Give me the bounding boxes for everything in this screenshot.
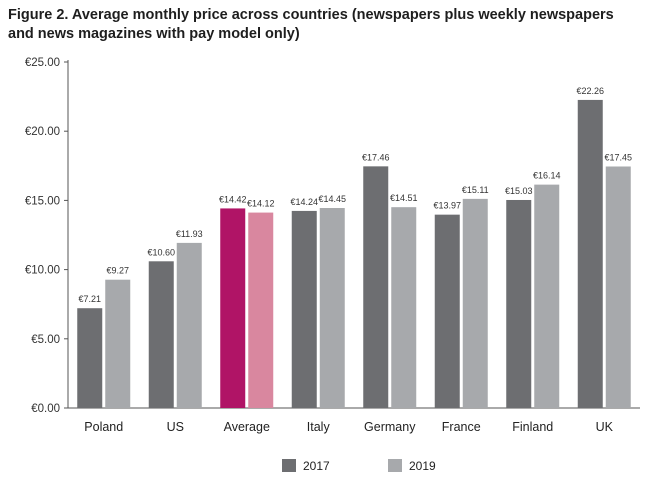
data-labels-group: €7.21 €9.27 €10.60€11.93 €14.42 €14.12 €14.24… — [78, 86, 632, 304]
bar-poland-2019 — [105, 279, 131, 408]
bar-germany-2019 — [391, 207, 417, 408]
data-label-germany-2017: €17.46 — [362, 152, 390, 162]
bar-italy-2019 — [319, 208, 345, 408]
x-tick-label-uk: UK — [596, 420, 614, 434]
data-label-germany-2019: €14.51 — [390, 193, 418, 203]
y-tick-label: €25.00 — [25, 57, 60, 69]
x-tick-label-france: France — [442, 420, 481, 434]
x-tick-label-average: Average — [224, 420, 270, 434]
bar-average-2017 — [220, 208, 246, 408]
data-label-us-2019: €11.93 — [176, 229, 203, 239]
data-label-finland-2019: €16.14 — [533, 171, 561, 181]
data-label-average-2017: €14.42 — [219, 194, 247, 204]
data-label-us-2017: €10.60 — [147, 247, 175, 257]
x-tick-label-italy: Italy — [307, 420, 331, 434]
data-label-uk-2017: €22.26 — [576, 86, 604, 96]
bars-group — [77, 99, 631, 408]
bar-finland-2019 — [534, 184, 560, 408]
bar-germany-2017 — [363, 166, 389, 408]
x-tick-label-germany: Germany — [364, 420, 416, 434]
x-tick-label-poland: Poland — [84, 420, 123, 434]
bar-poland-2017 — [77, 308, 103, 408]
x-axis-labels: Poland US Average Italy Germany France Finland… — [84, 420, 613, 434]
bar-uk-2017 — [577, 99, 603, 408]
x-tick-label-finland: Finland — [512, 420, 553, 434]
data-label-finland-2017: €15.03 — [505, 186, 533, 196]
legend-swatch-2019 — [388, 459, 402, 472]
bar-finland-2017 — [506, 199, 532, 408]
data-label-uk-2019: €17.45 — [604, 152, 632, 162]
y-tick-label: €0.00 — [31, 403, 60, 415]
bar-italy-2017 — [291, 210, 317, 408]
bar-us-2019 — [176, 242, 202, 408]
data-label-france-2017: €13.97 — [433, 201, 461, 211]
data-label-poland-2017: €7.21 — [78, 294, 101, 304]
bar-uk-2019 — [605, 166, 631, 408]
legend-label-2017: 2017 — [303, 459, 330, 473]
bar-us-2017 — [148, 261, 174, 408]
chart-title: Figure 2. Average monthly price across c… — [8, 7, 614, 42]
legend-label-2019: 2019 — [409, 459, 436, 473]
bar-france-2017 — [434, 214, 460, 408]
data-label-france-2019: €15.11 — [462, 185, 489, 195]
bar-france-2019 — [462, 198, 488, 408]
data-label-italy-2019: €14.45 — [318, 194, 346, 204]
data-label-average-2019: €14.12 — [247, 199, 275, 209]
bar-average-2019 — [248, 212, 274, 408]
y-tick-label: €10.00 — [25, 265, 60, 277]
y-tick-label: €5.00 — [31, 334, 60, 346]
y-tick-label: €20.00 — [25, 126, 60, 138]
legend-swatch-2017 — [282, 459, 296, 472]
data-label-poland-2019: €9.27 — [106, 266, 129, 276]
data-label-italy-2017: €14.24 — [290, 197, 318, 207]
legend: 2017 2019 — [282, 459, 436, 473]
y-tick-label: €15.00 — [25, 195, 60, 207]
x-tick-label-us: US — [167, 420, 184, 434]
